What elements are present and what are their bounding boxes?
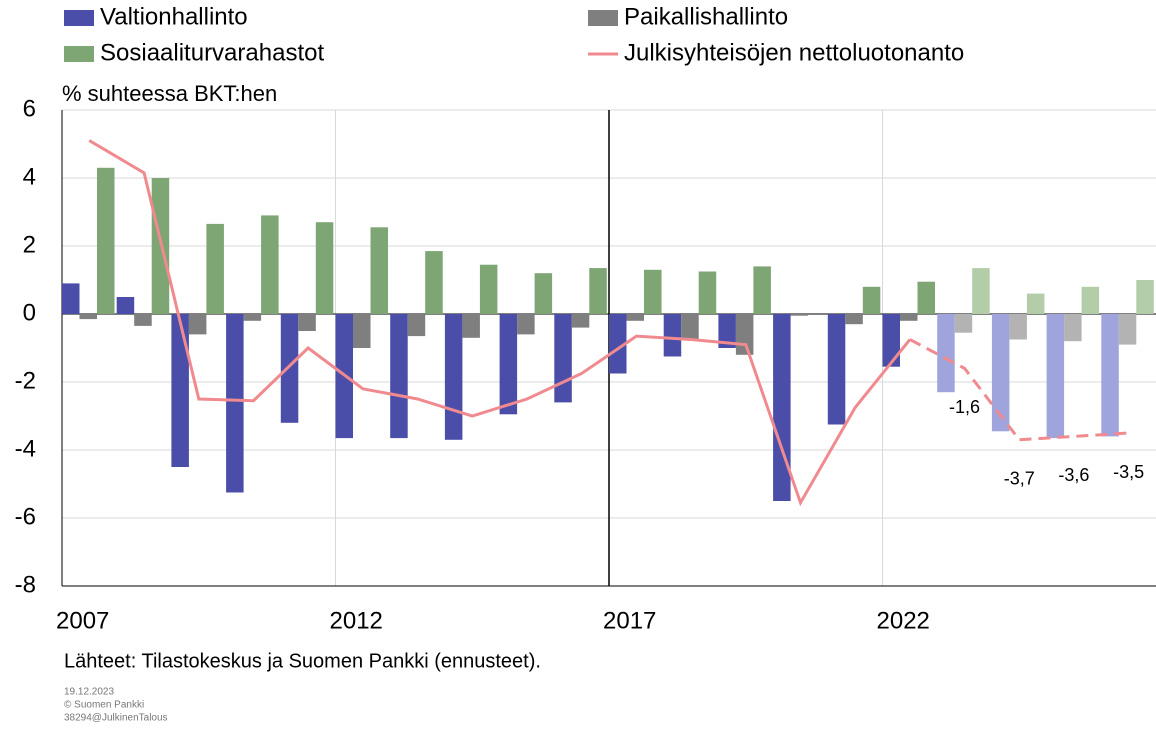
bar <box>243 314 262 321</box>
bar <box>1064 314 1082 342</box>
bar <box>937 314 955 393</box>
x-tick-label: 2012 <box>330 607 383 634</box>
bar <box>972 268 990 314</box>
bar <box>97 167 115 314</box>
bar <box>1009 314 1027 340</box>
bar <box>1026 293 1045 314</box>
bar <box>315 222 334 314</box>
bar <box>991 314 1010 432</box>
bar <box>698 271 717 314</box>
bar <box>862 286 881 314</box>
bar <box>280 314 299 423</box>
bar <box>425 251 443 314</box>
bar <box>1046 314 1065 439</box>
bar <box>79 314 98 320</box>
bar <box>171 314 189 467</box>
bar <box>116 297 135 314</box>
bar <box>773 314 791 501</box>
bar <box>917 281 936 314</box>
y-tick-label: 4 <box>23 163 36 190</box>
bar <box>663 314 682 357</box>
footnote: © Suomen Pankki <box>64 700 144 711</box>
x-tick-label: 2017 <box>603 607 656 634</box>
bar <box>827 314 846 425</box>
bar <box>62 283 80 314</box>
bar <box>753 266 771 314</box>
forecast-line <box>909 338 1129 442</box>
bar <box>188 314 207 335</box>
footnote: 38294@JulkinenTalous <box>64 713 168 724</box>
bar <box>226 314 244 493</box>
bar <box>390 314 408 439</box>
bar <box>571 314 590 328</box>
bar <box>353 314 371 348</box>
bar <box>534 273 553 314</box>
legend-label: Paikallishallinto <box>624 3 788 30</box>
bar <box>444 314 463 440</box>
bar <box>589 268 607 314</box>
y-tick-label: 2 <box>23 231 36 258</box>
bar <box>1118 314 1137 345</box>
y-tick-label: -6 <box>15 503 36 530</box>
bar <box>882 314 901 367</box>
bar <box>479 264 498 314</box>
bar <box>1101 314 1119 437</box>
data-label: -3,7 <box>1004 469 1035 489</box>
footnote: 19.12.2023 <box>64 687 114 698</box>
bar <box>626 314 645 321</box>
bar <box>1136 280 1154 314</box>
bar <box>499 314 518 415</box>
bar <box>261 215 279 314</box>
bar <box>407 314 426 337</box>
bar <box>644 269 662 314</box>
legend-label: Valtionhallinto <box>100 3 248 30</box>
y-tick-label: -8 <box>15 571 36 598</box>
bar <box>681 314 699 340</box>
x-tick-label: 2007 <box>56 607 109 634</box>
legend-label: Julkisyhteisöjen nettoluotonanto <box>624 39 964 66</box>
data-label: -3,6 <box>1058 465 1089 485</box>
bar <box>1081 286 1100 314</box>
bar <box>735 314 754 355</box>
bar <box>517 314 535 335</box>
legend-swatch <box>588 10 618 26</box>
legend-swatch <box>64 10 94 26</box>
bar <box>954 314 973 333</box>
bar <box>609 314 627 374</box>
bar <box>554 314 572 403</box>
y-axis-label: % suhteessa BKT:hen <box>62 81 277 106</box>
x-tick-label: 2022 <box>877 607 930 634</box>
source: Lähteet: Tilastokeskus ja Suomen Pankki … <box>64 650 541 672</box>
legend-swatch <box>64 46 94 62</box>
bar <box>718 314 736 348</box>
bar <box>134 314 152 326</box>
bar <box>900 314 918 321</box>
y-tick-label: -4 <box>15 435 36 462</box>
y-tick-label: 0 <box>23 299 36 326</box>
y-tick-label: 6 <box>23 95 36 122</box>
legend-label: Sosiaaliturvarahastot <box>100 39 324 66</box>
y-tick-label: -2 <box>15 367 36 394</box>
bar <box>790 314 809 316</box>
data-label: -3,5 <box>1113 462 1144 482</box>
bar <box>206 223 224 314</box>
bar <box>462 314 480 338</box>
bar <box>845 314 863 325</box>
bar <box>298 314 316 331</box>
data-label: -1,6 <box>949 397 980 417</box>
line <box>88 139 912 507</box>
bar <box>370 227 389 314</box>
